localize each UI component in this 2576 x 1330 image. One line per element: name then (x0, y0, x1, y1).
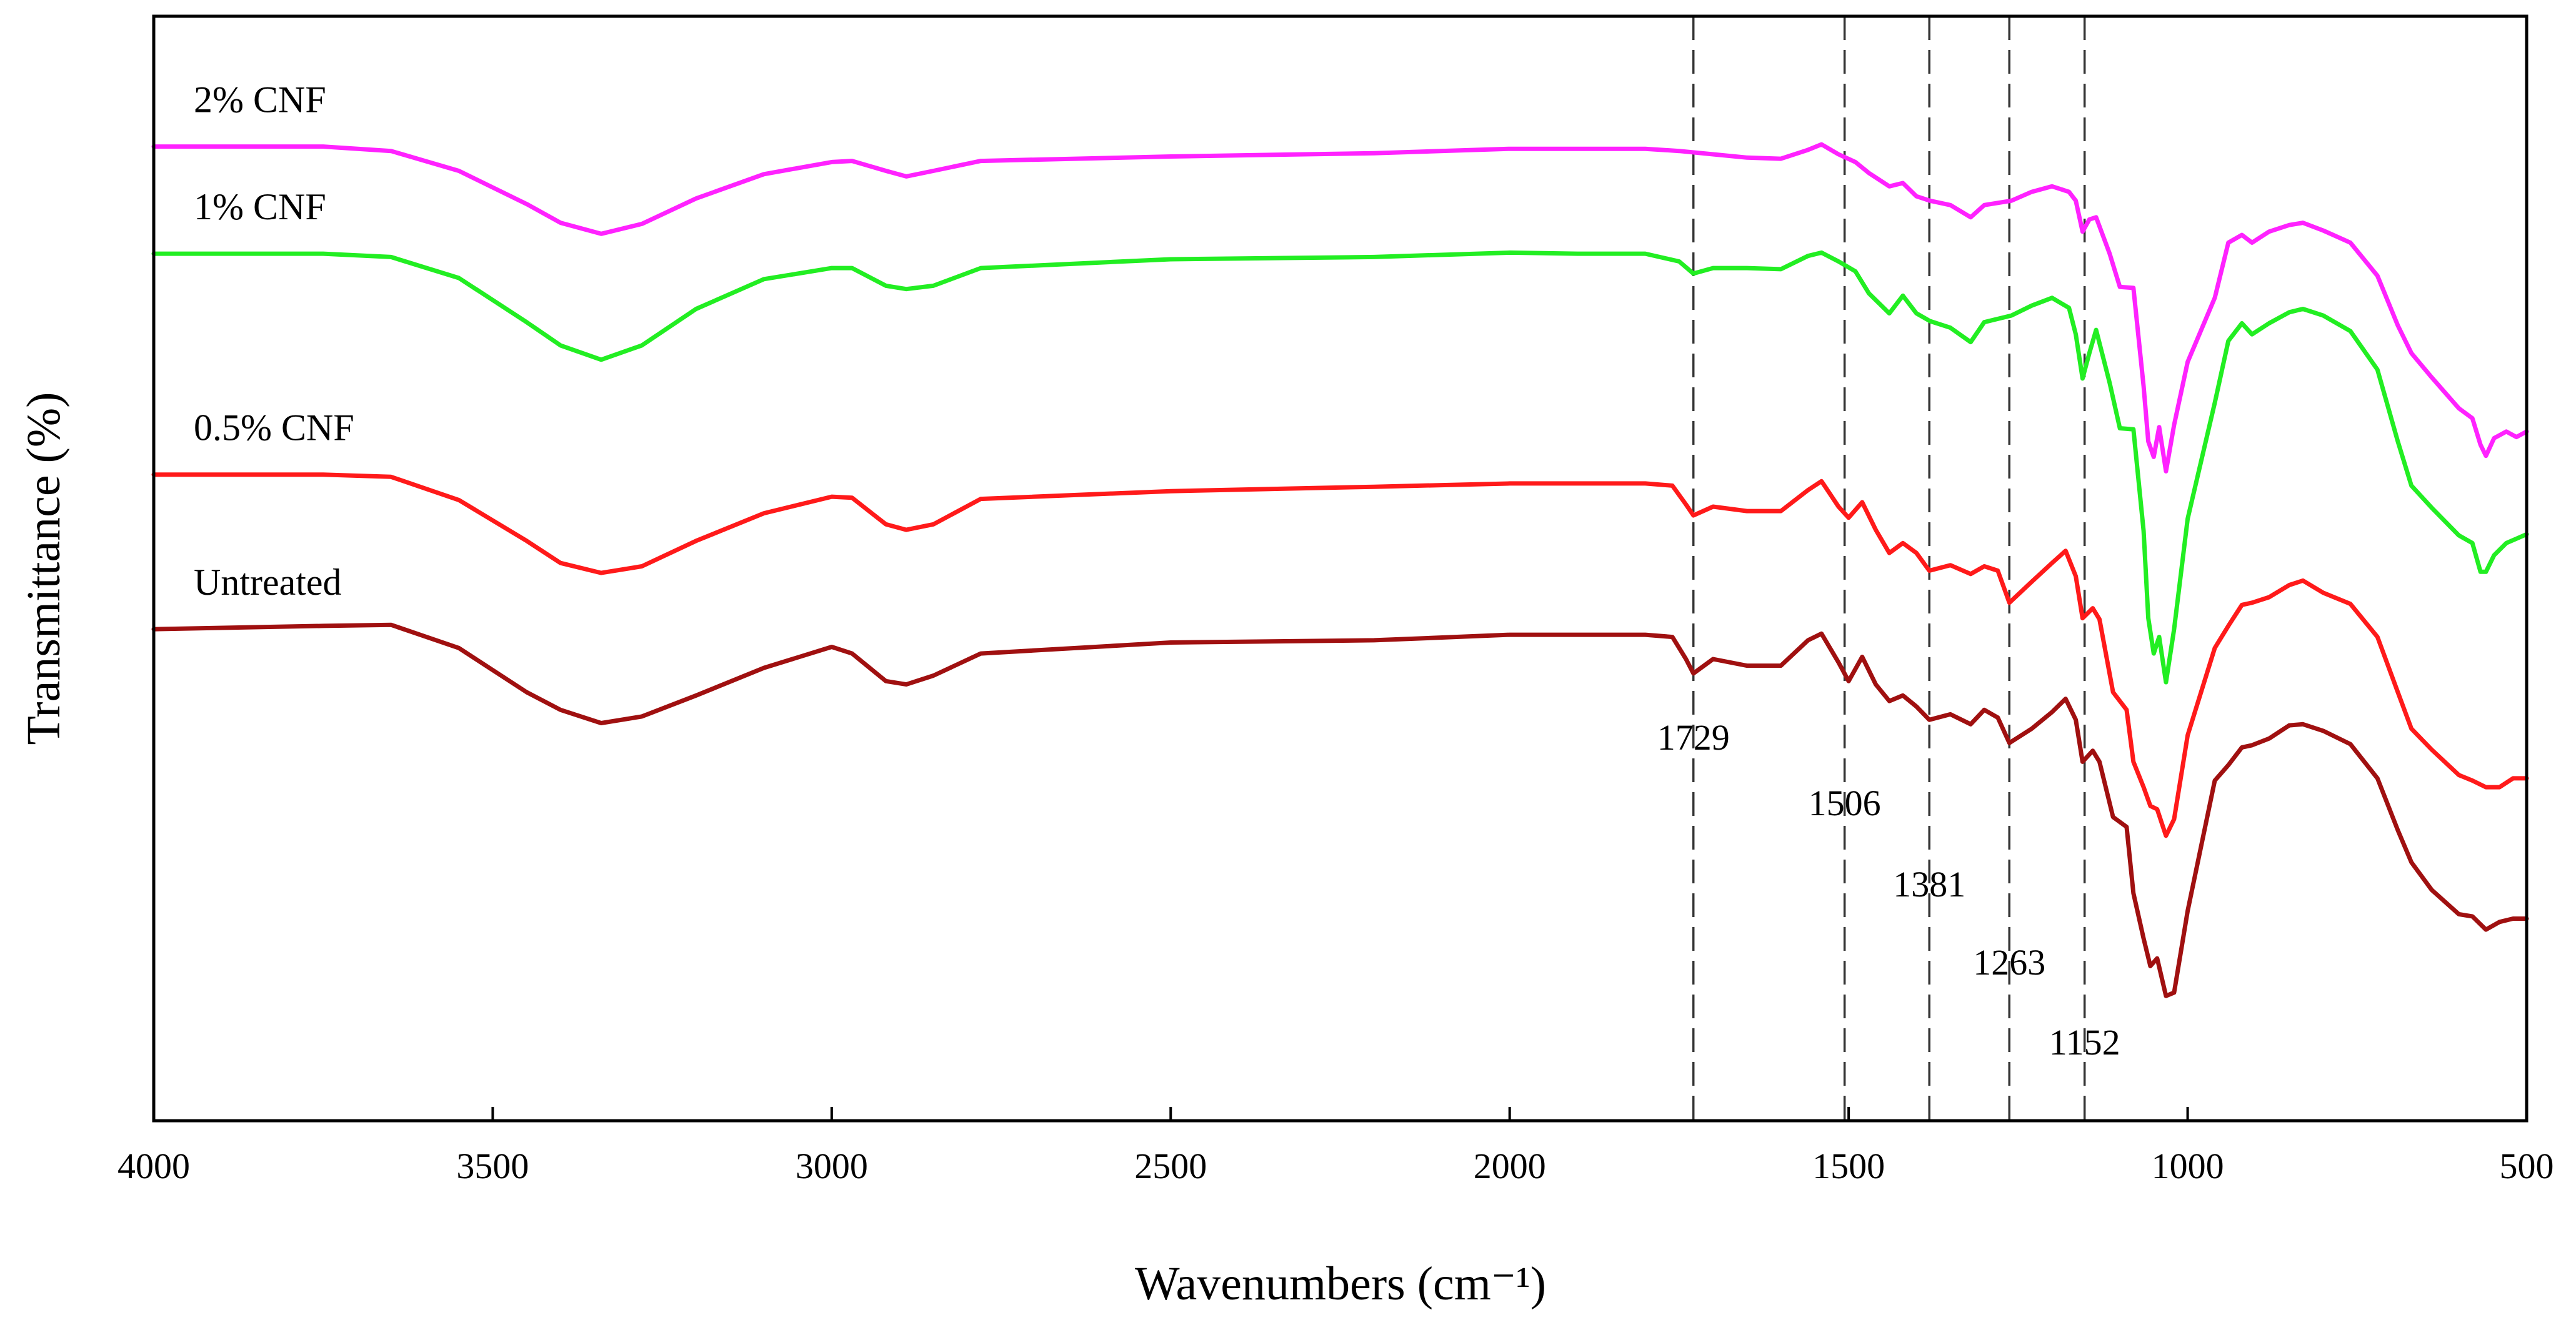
peak-label-1263: 1263 (1973, 942, 2045, 983)
series-label-2pct-cnf: 2% CNF (194, 79, 326, 121)
x-axis-title: Wavenumbers (cm⁻¹) (1135, 1258, 1546, 1310)
x-tick-label: 2000 (1474, 1146, 1546, 1186)
series-label-1pct-cnf: 1% CNF (194, 186, 326, 227)
peak-label-1152: 1152 (2049, 1022, 2120, 1063)
series-line-2pct-cnf (151, 142, 2529, 474)
series-line-0-5pct-cnf (151, 472, 2529, 838)
series-label-untreated: Untreated (194, 562, 342, 603)
series-line-1pct-cnf (151, 250, 2529, 685)
plot-frame (152, 14, 2529, 1123)
x-tick-label: 3500 (456, 1146, 529, 1186)
series-lines (151, 142, 2529, 998)
peak-label-1729: 1729 (1657, 717, 1730, 758)
peak-label-1381: 1381 (1893, 864, 1965, 905)
peak-label-1506: 1506 (1809, 783, 1881, 823)
x-tick-label: 1500 (1812, 1146, 1885, 1186)
x-axis-ticks: 4000 3500 3000 2500 2000 1500 1000 500 (117, 1107, 2554, 1186)
series-line-untreated (151, 622, 2529, 998)
x-tick-label: 2500 (1134, 1146, 1207, 1186)
x-tick-label: 4000 (117, 1146, 190, 1186)
x-tick-label: 3000 (796, 1146, 868, 1186)
y-axis-title: Transmittance (%) (17, 392, 70, 745)
x-tick-label: 1000 (2152, 1146, 2224, 1186)
series-label-0-5pct-cnf: 0.5% CNF (194, 407, 354, 449)
x-tick-label: 500 (2500, 1146, 2554, 1186)
